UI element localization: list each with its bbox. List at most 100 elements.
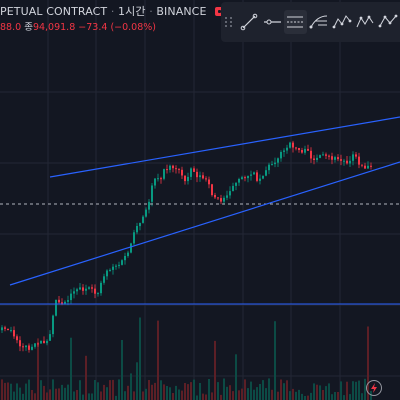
volume-bar	[361, 393, 363, 400]
volume-bar	[70, 337, 72, 400]
symbol-name[interactable]: PETUAL CONTRACT	[0, 5, 108, 18]
volume-bar	[247, 388, 249, 400]
volume-bar	[28, 379, 30, 400]
candle-body	[205, 178, 207, 180]
candle-body	[157, 178, 159, 180]
volume-bar	[103, 384, 105, 400]
volume-bar	[4, 382, 6, 400]
candle-body	[94, 288, 96, 294]
horizontal-ray-tool[interactable]	[261, 10, 283, 34]
volume-bar	[226, 386, 228, 400]
volume-bar	[301, 393, 303, 400]
candle-body	[58, 299, 60, 303]
xabcd-pattern-tool[interactable]	[354, 10, 376, 34]
candle-body	[253, 172, 255, 175]
volume-bar	[217, 382, 219, 400]
candle-body	[70, 293, 72, 301]
candle-body	[142, 216, 144, 223]
candle-body	[118, 264, 120, 266]
exchange-label: BINANCE	[156, 5, 207, 18]
candle-body	[262, 175, 264, 179]
volume-bar	[304, 396, 306, 400]
volume-bar	[250, 381, 252, 400]
candle-body	[220, 198, 222, 202]
volume-bar	[337, 392, 339, 400]
volume-bar	[214, 340, 216, 400]
candle-body	[175, 168, 177, 170]
drag-handle-icon[interactable]	[225, 9, 234, 35]
lightning-icon[interactable]	[366, 380, 382, 396]
candle-body	[301, 150, 303, 153]
volume-bar	[223, 378, 225, 400]
interval-label[interactable]: 1시간	[118, 5, 146, 18]
volume-bar	[133, 391, 135, 400]
volume-bar	[52, 379, 54, 400]
candle-body	[55, 299, 57, 316]
candle-body	[187, 176, 189, 182]
candle-body	[121, 260, 123, 265]
ohlc-readout: 88.0 종94,091.8 −73.4 (−0.08%)	[0, 19, 156, 33]
volume-bar	[73, 391, 75, 400]
volume-bar	[82, 394, 84, 400]
candle-body	[163, 169, 165, 179]
candle-body	[10, 330, 12, 332]
candle-body	[235, 182, 237, 186]
volume-bar	[259, 384, 261, 400]
volume-bar	[55, 388, 57, 400]
fib-retracement-tool[interactable]	[308, 10, 330, 34]
volume-bar	[25, 383, 27, 400]
candle-body	[202, 175, 204, 179]
volume-bar	[295, 391, 297, 400]
volume-bar	[346, 381, 348, 400]
volume-bar	[58, 388, 60, 400]
candle-body	[178, 168, 180, 170]
candle-body	[346, 160, 348, 164]
candle-body	[289, 142, 291, 148]
candle-body	[352, 154, 354, 161]
candle-body	[46, 340, 48, 344]
volume-bar	[43, 385, 45, 400]
separator-dot: ·	[110, 5, 119, 18]
volume-bar	[244, 379, 246, 400]
candle-body	[31, 346, 33, 350]
volume-bar	[232, 391, 234, 400]
drawing-toolbar[interactable]	[221, 2, 400, 42]
volume-bar	[277, 391, 279, 400]
volume-bar	[331, 394, 333, 400]
candle-body	[82, 287, 84, 291]
flag-icon[interactable]	[214, 6, 224, 16]
candle-body	[241, 177, 243, 179]
channel-lower-line	[9, 161, 400, 286]
volume-bar	[343, 395, 345, 400]
parallel-channel-tool[interactable]	[284, 10, 307, 34]
volume-bar	[319, 385, 321, 400]
abcd-pattern-tool[interactable]	[377, 10, 399, 34]
candle-body	[286, 147, 288, 151]
candle-body	[19, 340, 21, 347]
volume-bar	[334, 392, 336, 400]
volume-bar	[283, 383, 285, 400]
candle-body	[244, 177, 246, 179]
volume-bar	[208, 379, 210, 400]
symbol-title[interactable]: PETUAL CONTRACT · 1시간 · BINANCE	[0, 3, 207, 19]
volume-bar	[49, 389, 51, 400]
volume-bar	[292, 388, 294, 400]
pitchfork-tool[interactable]	[331, 10, 353, 34]
volume-bar	[127, 385, 129, 400]
candle-body	[277, 158, 279, 163]
volume-bar	[262, 380, 264, 400]
candle-body	[274, 162, 276, 165]
abcd-pattern-icon	[378, 14, 398, 28]
volume-bar	[196, 395, 198, 400]
candle-body	[232, 185, 234, 192]
candle-body	[25, 345, 27, 348]
candle-body	[16, 336, 18, 341]
change-value: −73.4	[78, 22, 108, 33]
volume-bar	[88, 393, 90, 400]
trend-line-tool[interactable]	[238, 10, 260, 34]
volume-bar	[313, 383, 315, 400]
candle-body	[247, 175, 249, 179]
candle-body	[271, 164, 273, 166]
